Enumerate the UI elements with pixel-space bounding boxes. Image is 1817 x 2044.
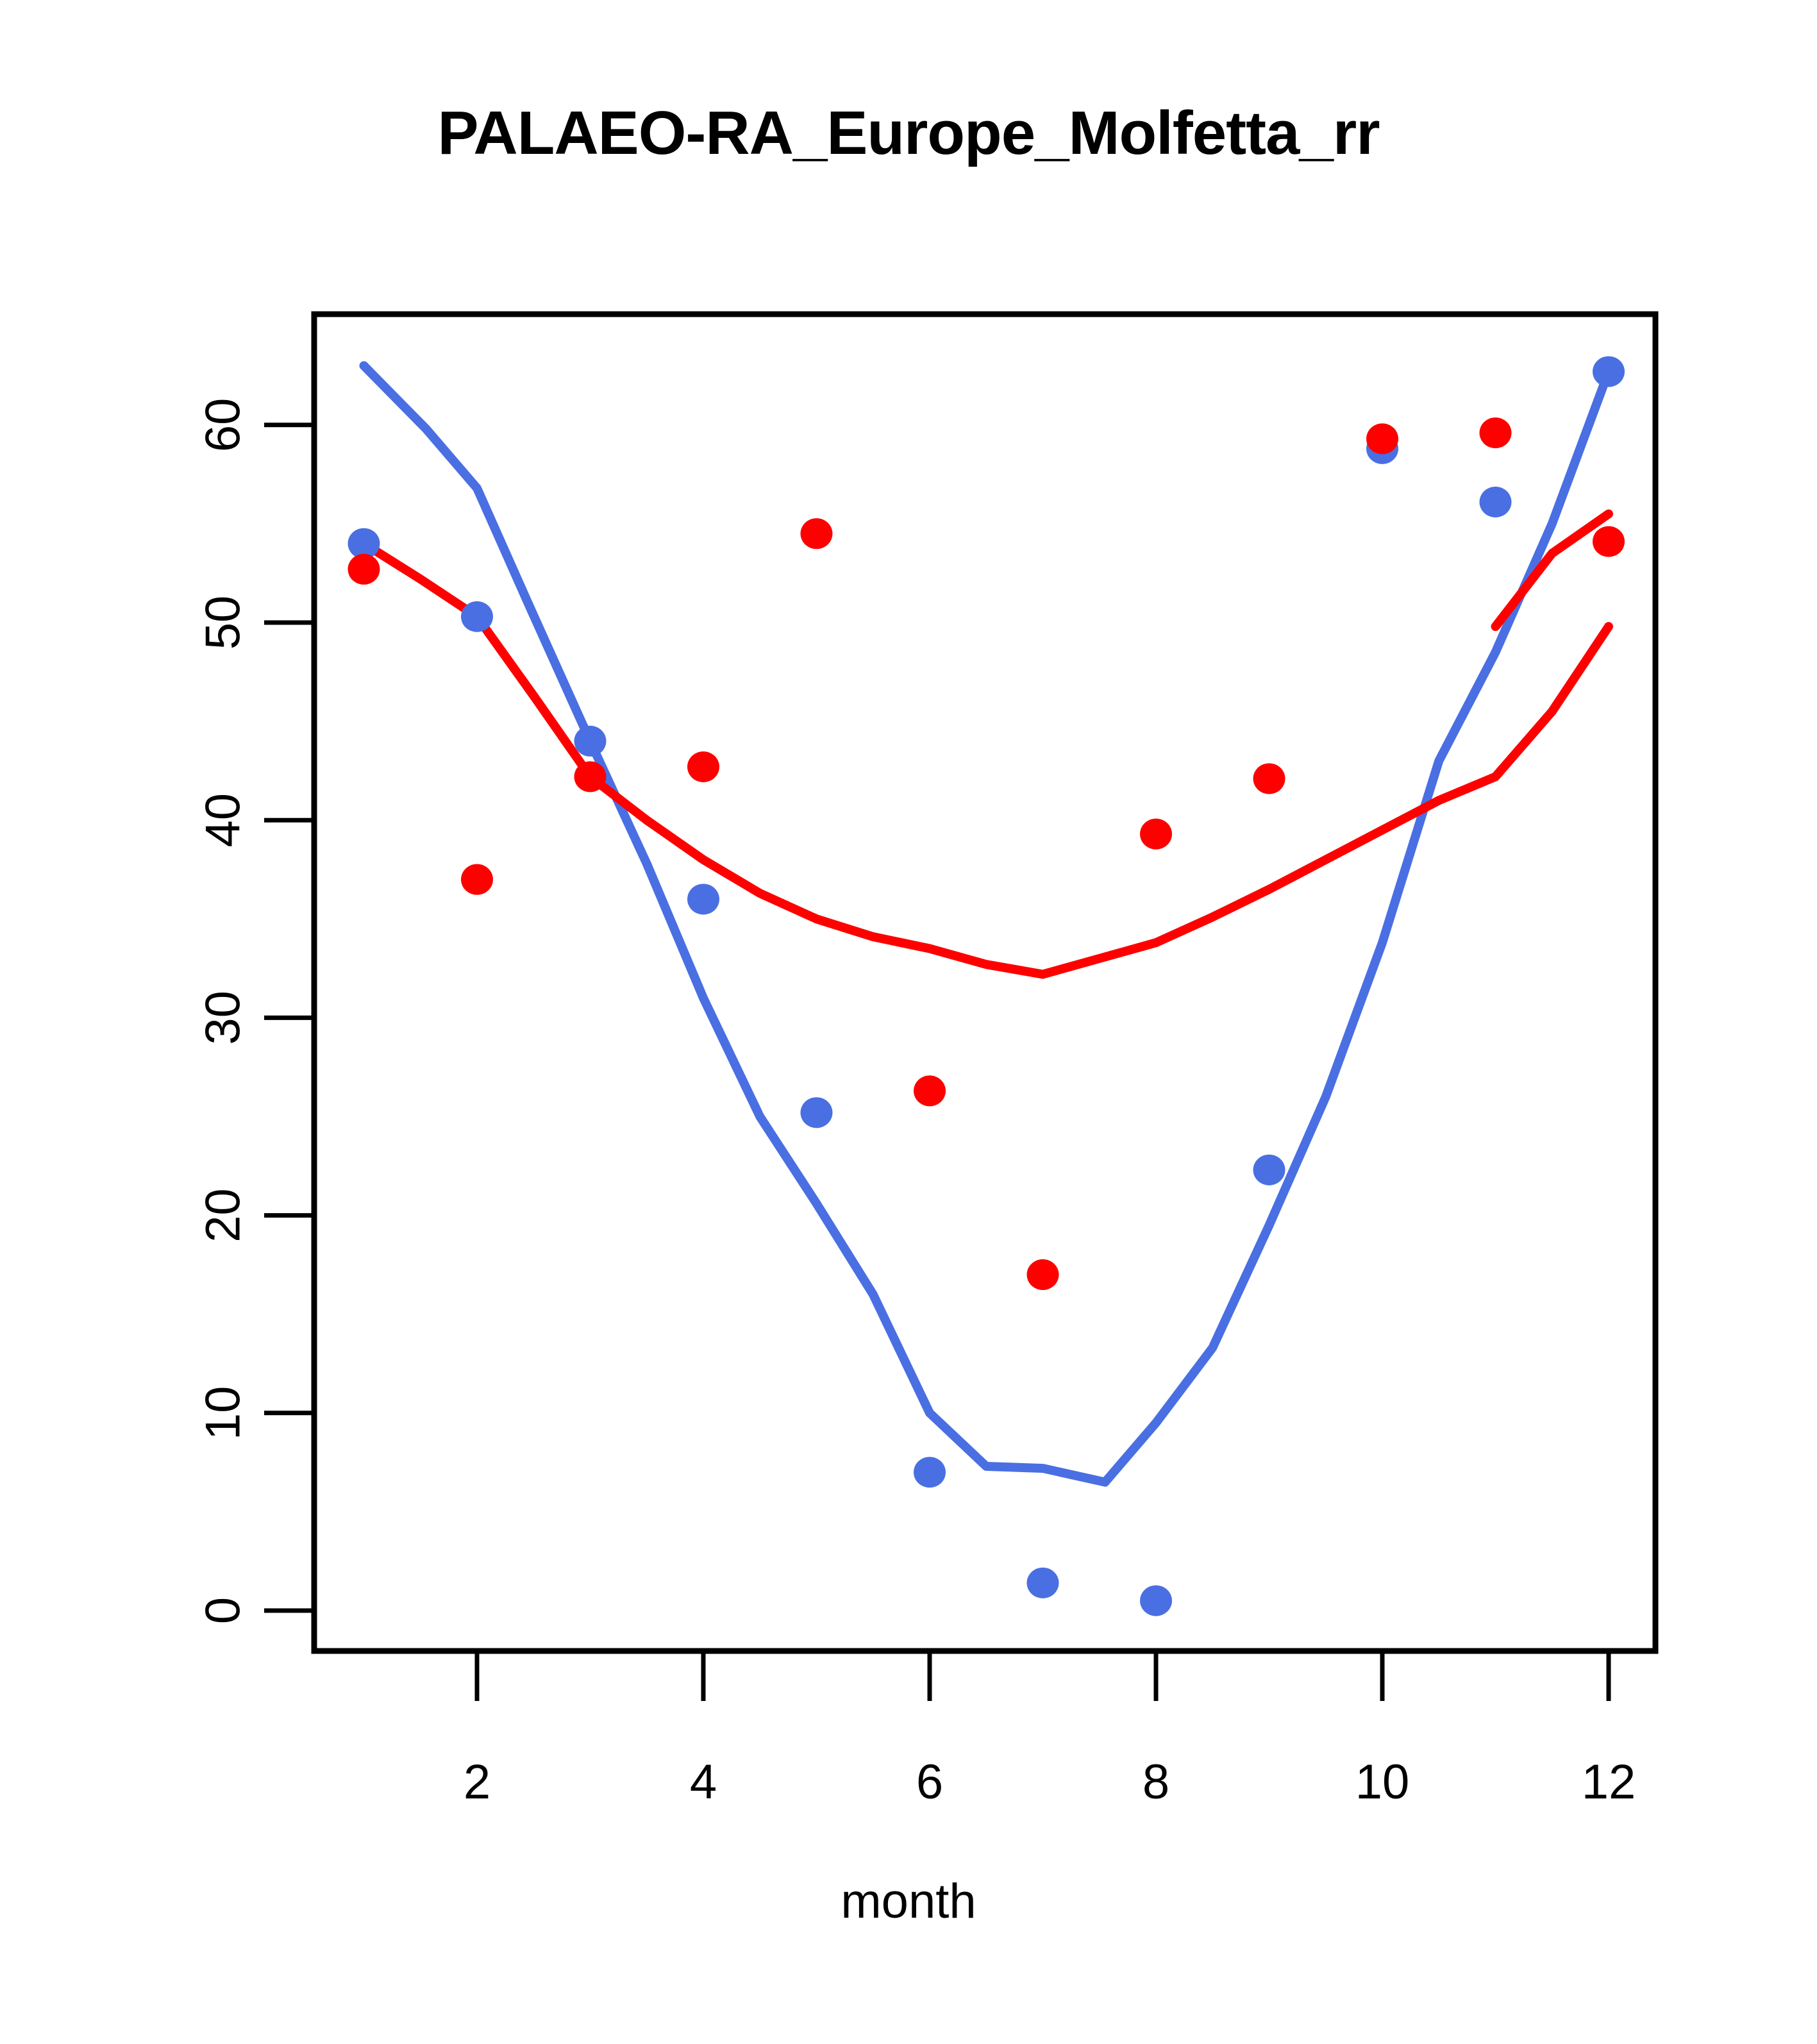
- data-point-red-points: [574, 761, 607, 792]
- x-tick-label: 2: [464, 1755, 490, 1809]
- y-axis-ticks: 0 10 20 30 40 50 60: [196, 398, 314, 1624]
- data-point-red-points: [687, 751, 719, 782]
- data-point-blue-points: [914, 1457, 946, 1488]
- y-tick-label: 60: [196, 398, 251, 453]
- data-points: [347, 356, 1625, 1616]
- y-tick-label: 0: [196, 1597, 251, 1624]
- page-title: PALAEO-RA_Europe_Molfetta_rr: [437, 99, 1380, 167]
- data-point-red-points: [1253, 763, 1285, 794]
- data-point-red-points: [461, 864, 493, 895]
- y-tick-label: 10: [196, 1386, 251, 1441]
- data-point-blue-points: [687, 884, 719, 915]
- data-point-blue-points: [800, 1097, 833, 1128]
- data-point-red-points: [1026, 1259, 1059, 1291]
- data-point-blue-points: [574, 725, 607, 757]
- y-tick-label: 30: [196, 991, 251, 1045]
- data-point-blue-points: [1140, 1585, 1172, 1616]
- data-point-red-points: [347, 553, 380, 585]
- data-point-blue-points: [1479, 486, 1512, 517]
- data-lines: [359, 361, 1613, 1487]
- data-point-blue-points: [347, 528, 380, 559]
- data-point-blue-points: [1026, 1567, 1059, 1598]
- plot-frame: [311, 311, 1659, 1654]
- data-point-blue-points: [1253, 1154, 1285, 1185]
- data-point-red-points: [1479, 417, 1512, 449]
- x-tick-label: 10: [1355, 1755, 1410, 1809]
- x-tick-label: 12: [1582, 1755, 1636, 1809]
- x-tick-label: 4: [690, 1755, 717, 1809]
- series-line-red-line: [359, 539, 1613, 979]
- data-point-red-points: [1140, 818, 1172, 850]
- y-tick-label: 20: [196, 1188, 251, 1243]
- y-tick-label: 40: [196, 793, 251, 848]
- data-point-blue-points: [1593, 356, 1625, 387]
- series-line-blue-line: [359, 361, 1613, 1487]
- data-point-red-points: [800, 518, 833, 549]
- series-line-red-line-tail: [1491, 509, 1613, 632]
- data-point-blue-points: [461, 601, 493, 632]
- x-tick-label: 6: [916, 1755, 943, 1809]
- x-axis-label: month: [841, 1874, 976, 1929]
- x-axis-ticks: 2 4 6 8 10 12: [464, 1651, 1636, 1809]
- data-point-red-points: [914, 1075, 946, 1107]
- y-tick-label: 50: [196, 596, 251, 650]
- x-tick-label: 8: [1143, 1755, 1169, 1809]
- data-point-red-points: [1593, 526, 1625, 557]
- data-point-red-points: [1366, 423, 1398, 455]
